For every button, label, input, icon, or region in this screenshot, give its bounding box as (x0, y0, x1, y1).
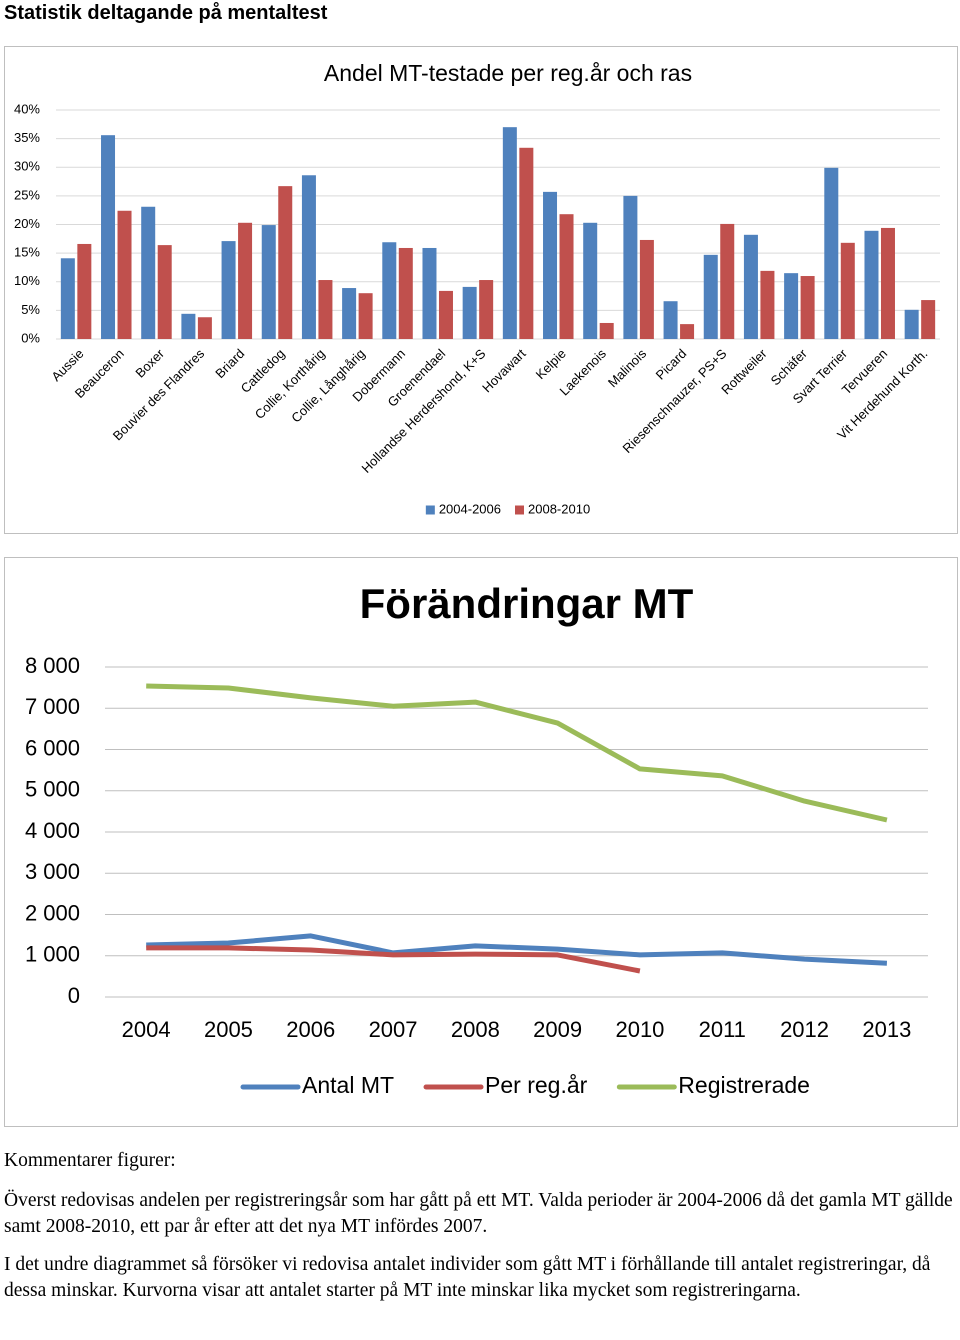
bar (502, 127, 517, 339)
bar (904, 309, 919, 339)
comments-heading: Kommentarer figurer: (4, 1150, 176, 1171)
x-tick-label: 2012 (780, 1017, 829, 1042)
x-tick-label: 2008 (451, 1017, 500, 1042)
y-tick-label: 25% (14, 187, 40, 202)
bar (479, 280, 494, 339)
bar (599, 322, 614, 339)
bar (358, 293, 373, 339)
bar (238, 222, 253, 339)
bar (703, 254, 718, 339)
bar (221, 241, 236, 339)
x-tick-label: 2010 (615, 1017, 664, 1042)
bar (382, 242, 397, 339)
bar (623, 195, 638, 339)
line (146, 683, 888, 823)
bar-chart: Andel MT-testade per reg.år och ras 0% 5% 1… (4, 46, 958, 534)
y-tick-label: 7 000 (25, 694, 80, 719)
bar (840, 242, 855, 339)
bar (680, 324, 695, 339)
bar (261, 225, 276, 339)
chart-title: Andel MT-testade per reg.år och ras (324, 60, 692, 86)
x-tick-label: 2013 (862, 1017, 911, 1042)
legend-swatch (515, 505, 524, 515)
bar (342, 288, 357, 339)
bar (318, 280, 333, 339)
legend-swatch (425, 505, 435, 515)
bar (77, 243, 92, 339)
legend-label: 2004-2006 (439, 501, 501, 516)
legend-label: Registrerade (678, 1072, 810, 1098)
bar (743, 234, 758, 339)
y-tick-label: 3 000 (25, 859, 80, 884)
y-tick-label: 1 000 (25, 942, 80, 967)
bar (800, 276, 815, 339)
bar (301, 175, 316, 339)
bar (398, 247, 413, 339)
y-tick-label: 40% (14, 101, 40, 116)
bar (639, 239, 654, 339)
bar (559, 214, 574, 339)
page-title: Statistik deltagande på mentaltest (4, 2, 328, 24)
y-tick-label: 0 (68, 983, 80, 1008)
bar (824, 167, 839, 339)
y-tick-label: 35% (14, 130, 40, 145)
x-tick-label: 2006 (286, 1017, 335, 1042)
x-tick-label: 2005 (204, 1017, 253, 1042)
y-tick-label: 0% (21, 330, 40, 345)
y-tick-label: 5 000 (25, 777, 80, 802)
x-tick-label: 2007 (369, 1017, 418, 1042)
line (146, 933, 888, 966)
line-chart: Förändringar MT 0 1 000 2 000 3 000 4 000 5 00… (4, 557, 958, 1127)
bar (583, 222, 598, 339)
bar (519, 147, 534, 339)
y-tick-label: 5% (21, 302, 40, 317)
bar (462, 286, 477, 339)
x-tick-label: 2009 (533, 1017, 582, 1042)
y-tick-label: 2 000 (25, 900, 80, 925)
bar (278, 186, 293, 339)
bar (663, 301, 678, 339)
bar (101, 135, 116, 339)
chart-frame (4, 557, 958, 1127)
y-tick-label: 10% (14, 273, 40, 288)
y-tick-label: 30% (14, 159, 40, 174)
bar (760, 270, 775, 339)
comment-paragraph: I det undre diagrammet så försöker vi re… (4, 1254, 931, 1301)
y-tick-label: 15% (14, 245, 40, 260)
bar (880, 227, 895, 339)
bar (422, 247, 437, 339)
bar (720, 223, 735, 339)
y-tick-label: 8 000 (25, 653, 80, 678)
line (146, 945, 641, 974)
bar (784, 273, 799, 339)
x-tick-label: 2004 (122, 1017, 171, 1042)
x-tick-label: 2011 (699, 1017, 746, 1042)
bar (117, 210, 132, 339)
bar (921, 300, 936, 339)
bar (864, 230, 879, 339)
chart-title: Förändringar MT (360, 580, 694, 627)
bar (197, 317, 212, 339)
bar (438, 290, 453, 339)
y-tick-label: 4 000 (25, 818, 80, 843)
y-tick-label: 20% (14, 216, 40, 231)
y-tick-label: 6 000 (25, 735, 80, 760)
bar (157, 245, 172, 339)
comments: Kommentarer figurer: Överst redovisas an… (4, 1148, 954, 1316)
legend-label: Antal MT (302, 1072, 394, 1098)
bar (181, 313, 196, 339)
bar (60, 258, 75, 339)
bar (543, 191, 558, 339)
comment-paragraph: Överst redovisas andelen per registrerin… (4, 1190, 953, 1237)
legend-label: 2008-2010 (528, 501, 590, 516)
legend-label: Per reg.år (485, 1072, 588, 1098)
bar (141, 206, 156, 339)
